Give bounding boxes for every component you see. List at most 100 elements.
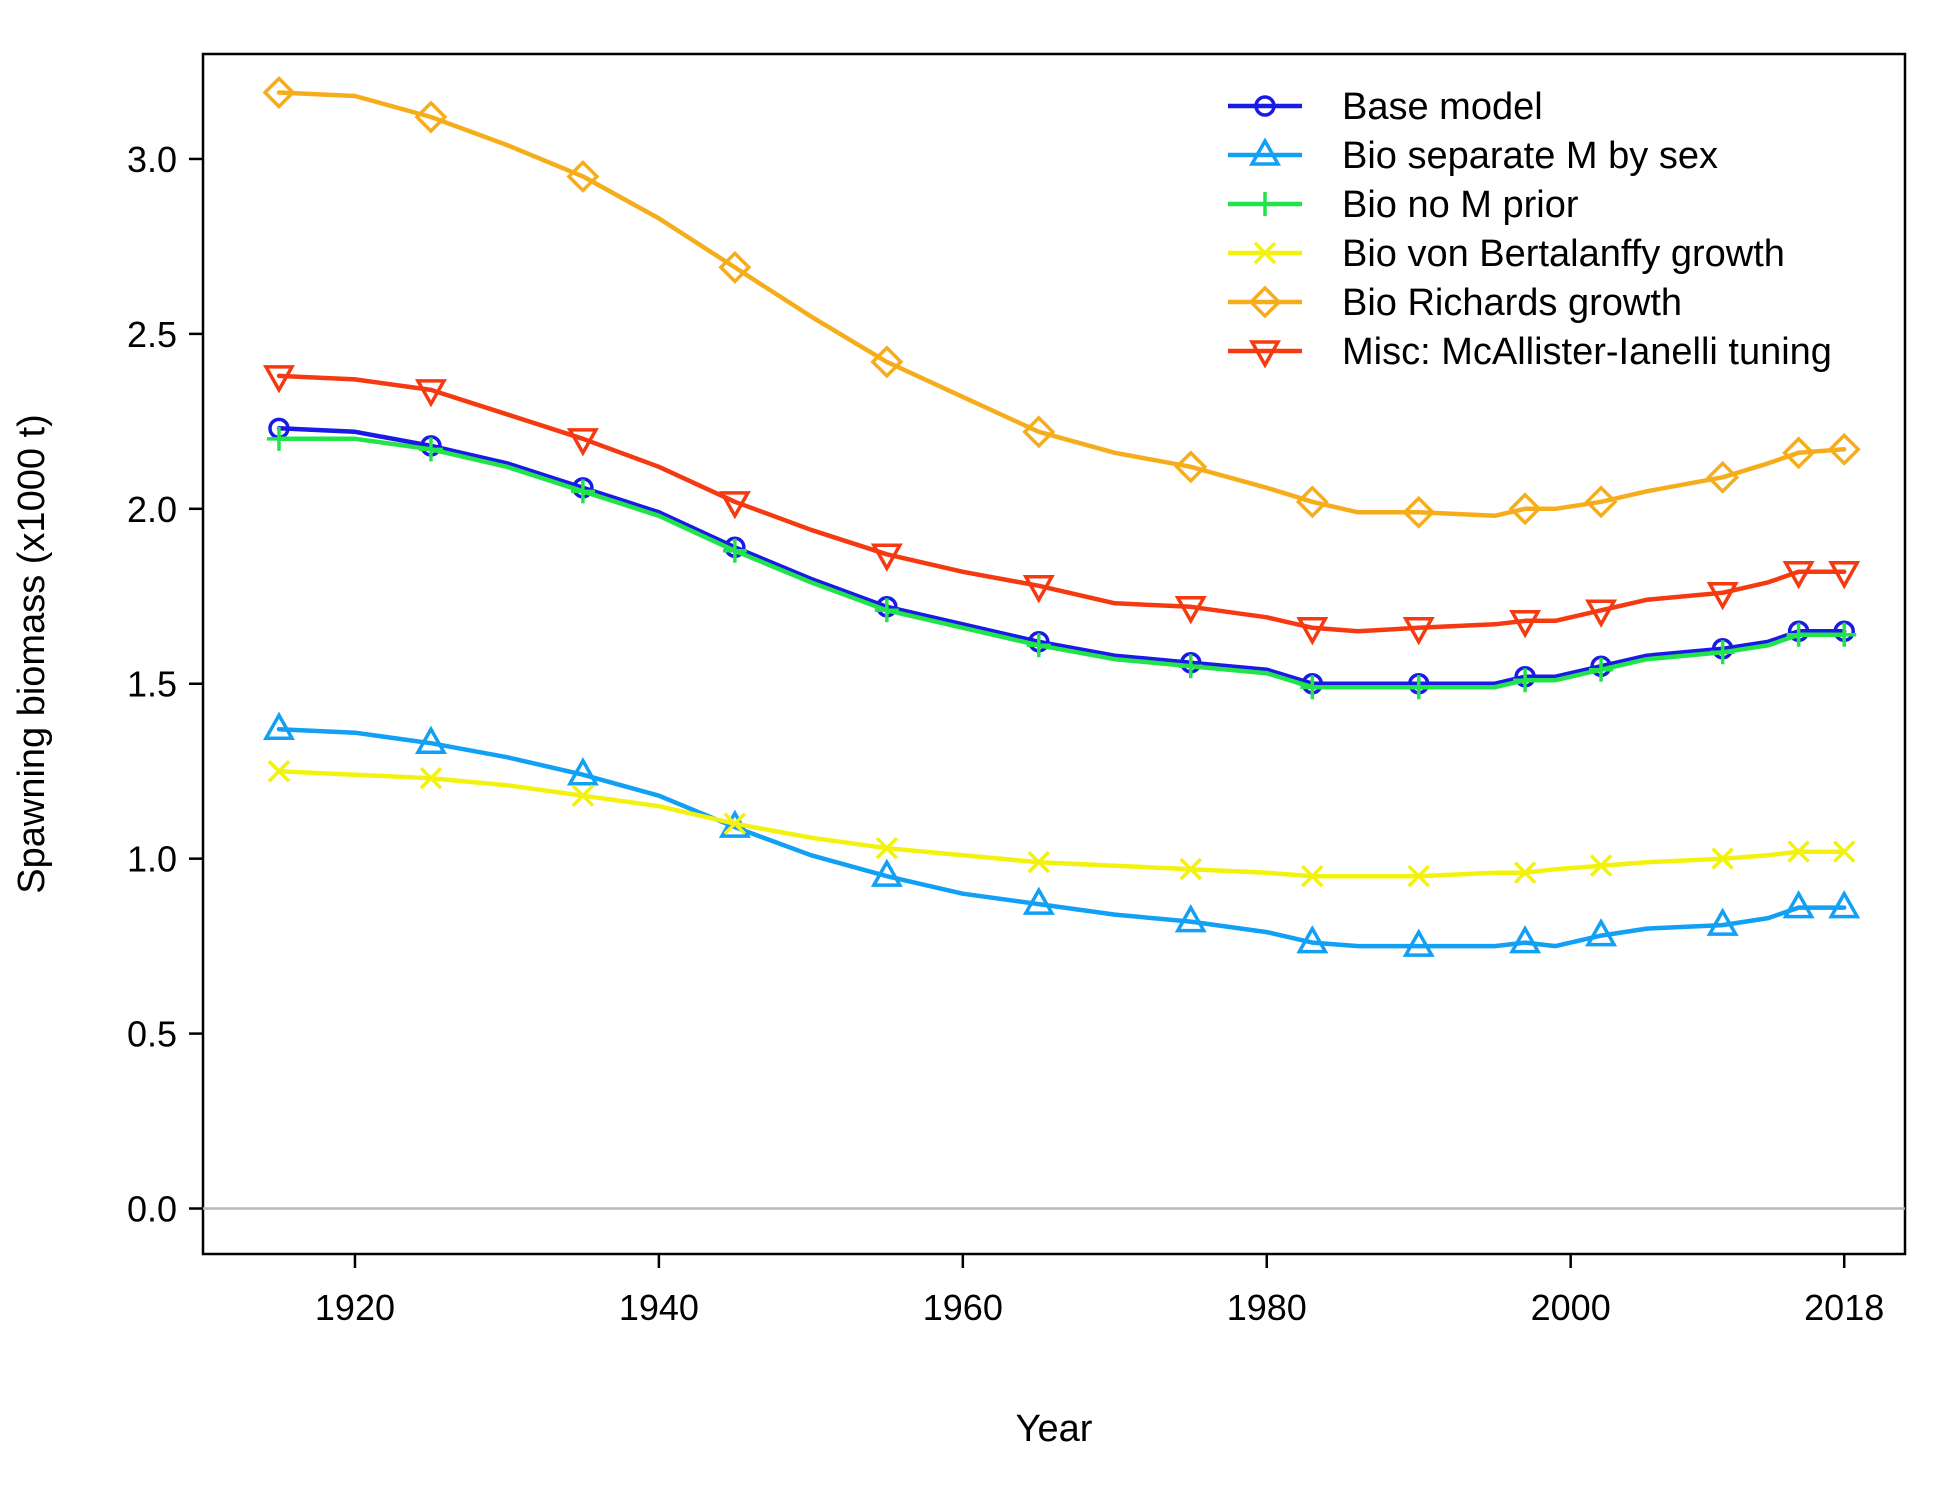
data-point-misc-mcallister-ianelli-tuning-1945	[718, 491, 751, 520]
data-point-bio-no-m-prior-1945	[722, 538, 747, 563]
data-point-bio-von-bertalanffy-growth-1915	[267, 759, 291, 783]
data-point-bio-von-bertalanffy-growth-1925	[419, 766, 443, 790]
data-point-bio-no-m-prior-2002	[1589, 657, 1614, 682]
legend-marker-bio-von-bertalanffy-growth	[1253, 241, 1277, 265]
data-point-bio-von-bertalanffy-growth-1997	[1513, 861, 1537, 884]
data-point-bio-separate-m-by-sex-2015	[1782, 890, 1815, 919]
x-tick-label-1940: 1940	[619, 1287, 699, 1328]
data-point-bio-separate-m-by-sex-1975	[1174, 904, 1207, 933]
legend: Base model Bio separate M by sex Bio no M …	[1228, 86, 1832, 373]
legend-label-bio-separate-m-by-sex: Bio separate M by sex	[1342, 135, 1718, 177]
data-point-misc-mcallister-ianelli-tuning-1915	[262, 365, 295, 394]
data-point-bio-separate-m-by-sex-2002	[1585, 918, 1618, 947]
data-point-bio-von-bertalanffy-growth-2010	[1711, 847, 1734, 870]
data-point-bio-separate-m-by-sex-1983	[1296, 925, 1329, 954]
data-point-bio-richards-growth-1935	[566, 159, 600, 193]
series-line-bio-richards-growth	[276, 90, 1847, 519]
series-line-bio-von-bertalanffy-growth	[276, 768, 1847, 879]
legend-item-bio-richards-growth: Bio Richards growth	[1228, 282, 1682, 324]
data-point-bio-separate-m-by-sex-1965	[1022, 886, 1055, 915]
plot-frame	[201, 52, 1907, 1256]
data-point-bio-von-bertalanffy-growth-1975	[1179, 857, 1203, 881]
legend-label-bio-no-m-prior: Bio no M prior	[1342, 184, 1579, 226]
data-point-bio-no-m-prior-2018	[1832, 622, 1857, 647]
data-point-bio-no-m-prior-1935	[570, 479, 595, 504]
legend-item-bio-von-bertalanffy-growth: Bio von Bertalanffy growth	[1228, 233, 1785, 275]
data-point-bio-richards-growth-1997	[1508, 492, 1542, 526]
data-point-misc-mcallister-ianelli-tuning-1935	[566, 428, 599, 457]
y-tick-label-6: 3.0	[127, 139, 177, 180]
series-bio-von-bertalanffy-growth	[267, 759, 1856, 888]
legend-item-bio-no-m-prior: Bio no M prior	[1228, 184, 1579, 226]
y-tick-label-1: 0.5	[127, 1014, 177, 1055]
data-point-misc-mcallister-ianelli-tuning-2002	[1585, 599, 1618, 628]
legend-marker-bio-richards-growth	[1248, 285, 1282, 319]
x-tick-label-1980: 1980	[1227, 1287, 1307, 1328]
data-point-bio-separate-m-by-sex-1915	[262, 711, 295, 740]
data-point-bio-richards-growth-1983	[1295, 485, 1329, 519]
data-point-bio-separate-m-by-sex-1925	[414, 725, 447, 754]
data-point-bio-no-m-prior-2010	[1710, 640, 1735, 665]
x-tick-label-2000: 2000	[1531, 1287, 1611, 1328]
legend-marker-bio-separate-m-by-sex	[1249, 137, 1281, 166]
data-point-bio-no-m-prior-1965	[1026, 633, 1051, 658]
data-point-bio-no-m-prior-1955	[874, 598, 899, 623]
data-point-bio-richards-growth-1945	[718, 250, 752, 284]
legend-marker-misc-mcallister-ianelli-tuning	[1249, 340, 1281, 369]
legend-item-bio-separate-m-by-sex: Bio separate M by sex	[1228, 135, 1718, 177]
legend-item-misc-mcallister-ianelli-tuning: Misc: McAllister-Ianelli tuning	[1228, 331, 1832, 373]
x-axis-title: Year	[1016, 1408, 1093, 1450]
legend-label-base-model: Base model	[1342, 86, 1543, 128]
data-point-bio-richards-growth-1915	[262, 76, 296, 109]
data-point-misc-mcallister-ianelli-tuning-1925	[414, 379, 447, 408]
data-point-misc-mcallister-ianelli-tuning-2018	[1828, 561, 1861, 590]
series-bio-separate-m-by-sex	[262, 711, 1861, 957]
data-point-bio-von-bertalanffy-growth-2002	[1589, 854, 1613, 877]
y-tick-label-2: 1.0	[127, 839, 177, 880]
data-point-bio-no-m-prior-1990	[1406, 675, 1431, 700]
data-point-misc-mcallister-ianelli-tuning-2015	[1782, 561, 1815, 590]
data-point-bio-von-bertalanffy-growth-1945	[723, 812, 747, 835]
data-point-bio-no-m-prior-1975	[1178, 654, 1203, 679]
data-point-bio-richards-growth-1990	[1402, 495, 1436, 529]
series-line-base-model	[276, 426, 1847, 686]
data-point-bio-richards-growth-2015	[1782, 436, 1816, 470]
x-tick-label-2018: 2018	[1804, 1287, 1884, 1328]
data-point-bio-von-bertalanffy-growth-2018	[1832, 840, 1856, 863]
data-point-bio-no-m-prior-1925	[418, 437, 443, 462]
data-point-misc-mcallister-ianelli-tuning-1997	[1509, 610, 1542, 639]
data-point-bio-von-bertalanffy-growth-1990	[1407, 864, 1430, 888]
data-point-bio-separate-m-by-sex-1997	[1509, 925, 1542, 954]
data-point-bio-von-bertalanffy-growth-1935	[571, 784, 595, 807]
y-tick-label-4: 2.0	[127, 489, 177, 530]
series-line-bio-separate-m-by-sex	[276, 726, 1847, 949]
data-point-bio-richards-growth-2018	[1827, 432, 1861, 466]
data-point-bio-no-m-prior-1915	[266, 426, 291, 451]
legend-marker-bio-no-m-prior	[1253, 192, 1277, 216]
y-axis-title: Spawning biomass (x1000 t)	[11, 414, 53, 893]
data-point-bio-richards-growth-1925	[414, 100, 448, 134]
y-tick-label-3: 1.5	[127, 664, 177, 705]
data-point-bio-separate-m-by-sex-1935	[566, 757, 599, 786]
y-tick-label-5: 2.5	[127, 314, 177, 355]
data-point-bio-von-bertalanffy-growth-2015	[1787, 840, 1810, 863]
series-bio-no-m-prior	[266, 426, 1857, 700]
data-point-bio-von-bertalanffy-growth-1965	[1027, 850, 1051, 874]
data-point-bio-separate-m-by-sex-1990	[1402, 928, 1435, 957]
legend-item-base-model: Base model	[1228, 86, 1543, 128]
data-point-misc-mcallister-ianelli-tuning-1955	[870, 543, 903, 572]
series-line-bio-no-m-prior	[276, 436, 1847, 690]
legend-label-bio-von-bertalanffy-growth: Bio von Bertalanffy growth	[1342, 233, 1785, 275]
data-point-bio-richards-growth-2002	[1584, 485, 1618, 519]
plot-area: 1920 1940 1960 1980 2000 2018 0.0 0.5 1.0 1.5 2.0 2…	[127, 76, 1905, 1328]
series-misc-mcallister-ianelli-tuning	[262, 365, 1861, 646]
data-point-bio-richards-growth-1955	[870, 345, 904, 379]
data-point-misc-mcallister-ianelli-tuning-1975	[1174, 596, 1207, 625]
legend-label-misc-mcallister-ianelli-tuning: Misc: McAllister-Ianelli tuning	[1342, 331, 1832, 373]
data-point-misc-mcallister-ianelli-tuning-1965	[1022, 575, 1055, 604]
data-point-bio-von-bertalanffy-growth-1983	[1301, 864, 1324, 888]
x-tick-label-1920: 1920	[315, 1287, 395, 1328]
data-point-bio-no-m-prior-1983	[1300, 675, 1325, 700]
x-tick-label-1960: 1960	[923, 1287, 1003, 1328]
